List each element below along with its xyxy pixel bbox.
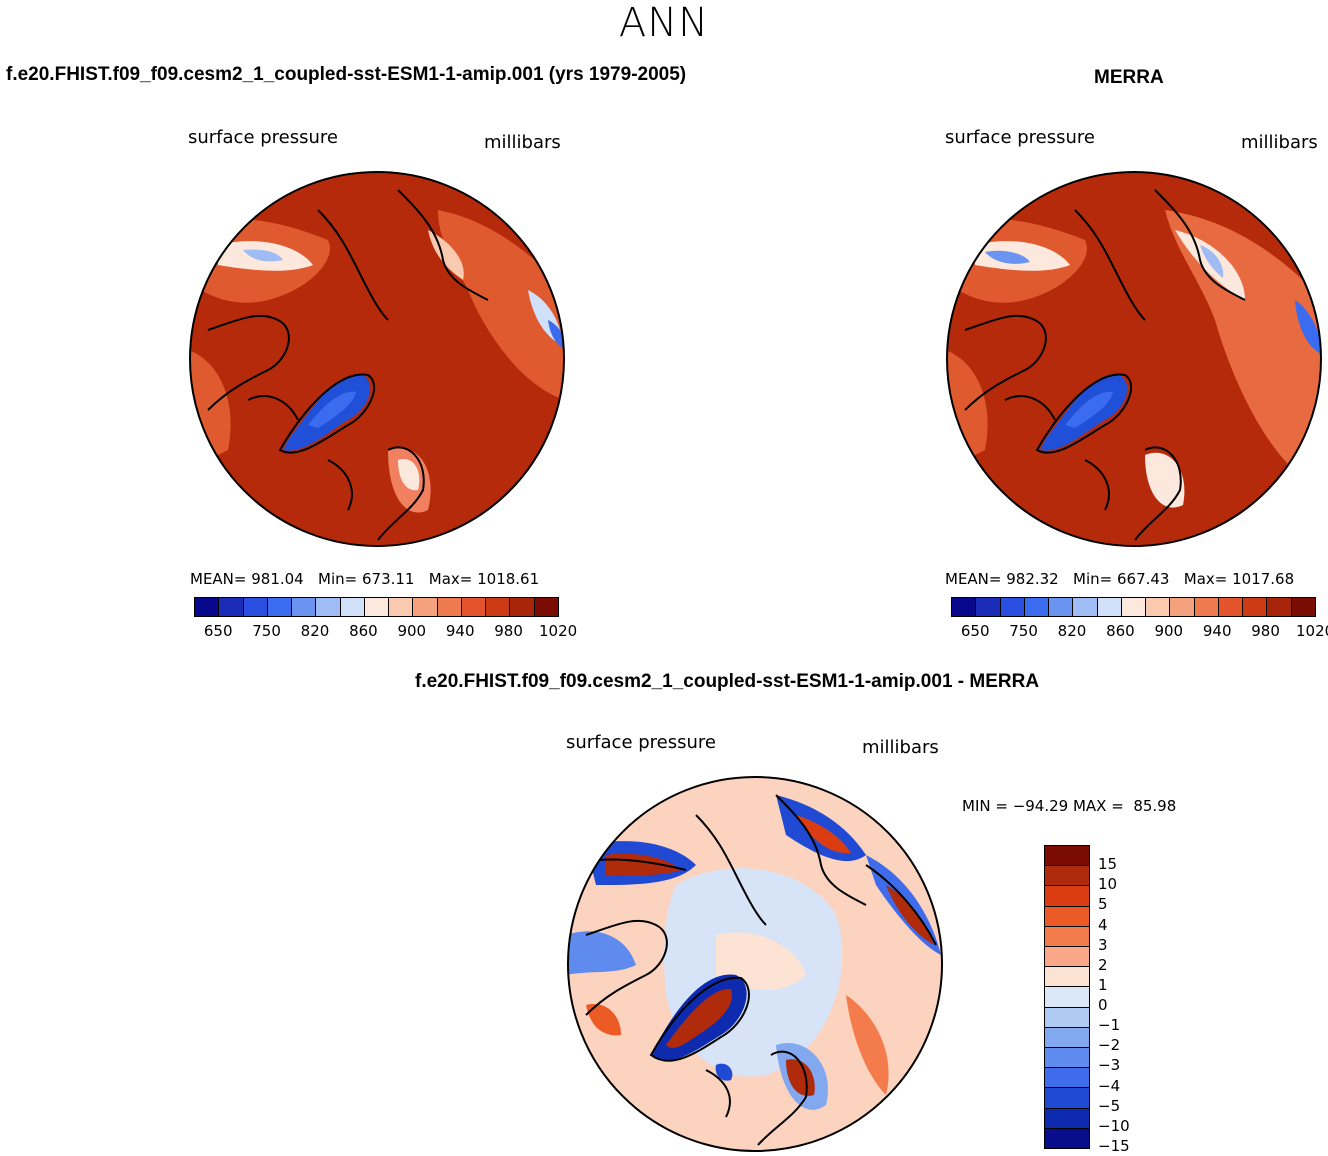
diff-colorbar-tick-label: 3 [1098, 935, 1108, 954]
obs-colorbar-tick-label: 940 [1202, 622, 1232, 640]
diff-colorbar [1044, 845, 1090, 1149]
model-colorbar-swatch [316, 598, 341, 616]
obs-colorbar-swatch [1000, 598, 1025, 616]
diff-colorbar-swatch [1045, 1027, 1089, 1049]
obs-variable-label: surface pressure [945, 127, 1095, 148]
model-colorbar-swatch [364, 598, 390, 616]
model-colorbar-tick-label: 820 [300, 622, 330, 640]
diff-colorbar-swatch [1045, 1108, 1089, 1129]
obs-colorbar-tick-label: 820 [1057, 622, 1087, 640]
diff-colorbar-tick-label: −2 [1098, 1036, 1121, 1055]
diff-colorbar-tick-label: 4 [1098, 915, 1108, 934]
diff-units-label: millibars [862, 737, 939, 758]
diff-colorbar-tick-label: 2 [1098, 955, 1108, 974]
model-colorbar-ticks: 650 750 820 860 900 940 980 1020 [194, 622, 577, 642]
diff-colorbar-swatch [1045, 987, 1089, 1008]
obs-colorbar-swatch [1121, 598, 1147, 616]
obs-colorbar-swatch [1049, 598, 1074, 616]
main-title: ANN [618, 0, 710, 46]
obs-colorbar-swatch [1267, 598, 1292, 616]
obs-units-label: millibars [1241, 132, 1318, 153]
model-colorbar-tick-label: 860 [349, 622, 378, 640]
obs-colorbar-tick-label: 980 [1251, 622, 1280, 640]
diff-variable-label: surface pressure [566, 732, 716, 753]
obs-colorbar [951, 597, 1316, 617]
model-case-title: f.e20.FHIST.f09_f09.cesm2_1_coupled-sst-… [6, 64, 687, 85]
model-polar-map [189, 171, 565, 547]
model-colorbar-tick-label: 900 [397, 622, 427, 640]
diff-polar-map [567, 776, 943, 1152]
model-colorbar-tick-label: 1020 [539, 622, 578, 640]
diff-colorbar-tick-label: −10 [1098, 1116, 1130, 1135]
diff-stats: MIN = −94.29 MAX = 85.98 [962, 797, 1177, 815]
diff-colorbar-swatch [1045, 967, 1089, 988]
model-colorbar-tick-label: 750 [252, 622, 281, 640]
diff-colorbar-tick-label: −1 [1098, 1016, 1121, 1035]
diff-colorbar-swatch [1045, 906, 1089, 927]
model-colorbar-swatch [510, 598, 535, 616]
diff-colorbar-tick-label: 1 [1098, 975, 1108, 994]
diff-colorbar-swatch [1045, 866, 1089, 887]
model-colorbar-swatch [461, 598, 487, 616]
model-colorbar-tick-label: 980 [494, 622, 523, 640]
model-colorbar-swatch [243, 598, 268, 616]
model-variable-label: surface pressure [188, 127, 338, 148]
model-colorbar-swatch [389, 598, 414, 616]
diff-colorbar-swatch [1045, 926, 1089, 948]
diff-colorbar-ticks: 15 10 5 4 3 2 1 0 −1 −2 −3 −4 −5 −10 −15 [1098, 845, 1158, 1155]
diff-colorbar-swatch [1045, 1128, 1089, 1149]
diff-colorbar-swatch [1045, 886, 1089, 907]
diff-colorbar-swatch [1045, 1007, 1089, 1028]
obs-colorbar-tick-label: 1020 [1296, 622, 1328, 640]
obs-polar-map [946, 171, 1322, 547]
model-colorbar-swatch [437, 598, 462, 616]
diff-colorbar-swatch [1045, 1048, 1089, 1069]
model-colorbar-swatch [340, 598, 365, 616]
obs-colorbar-swatch [1170, 598, 1195, 616]
obs-colorbar-swatch [976, 598, 1001, 616]
obs-colorbar-tick-label: 900 [1154, 622, 1184, 640]
obs-colorbar-swatch [1146, 598, 1171, 616]
obs-colorbar-swatch [1097, 598, 1122, 616]
model-colorbar-swatch [486, 598, 511, 616]
diff-colorbar-tick-label: 5 [1098, 895, 1108, 914]
obs-colorbar-ticks: 650 750 820 860 900 940 980 1020 [951, 622, 1328, 642]
diff-colorbar-tick-label: −4 [1098, 1076, 1121, 1095]
obs-colorbar-swatch [952, 598, 977, 616]
model-colorbar-swatch [413, 598, 438, 616]
diff-colorbar-swatch [1045, 1088, 1089, 1109]
model-colorbar-swatch [267, 598, 293, 616]
obs-colorbar-swatch [1243, 598, 1268, 616]
diff-colorbar-swatch [1045, 947, 1089, 968]
obs-colorbar-tick-label: 860 [1106, 622, 1135, 640]
obs-colorbar-swatch [1291, 598, 1315, 616]
diff-case-title: f.e20.FHIST.f09_f09.cesm2_1_coupled-sst-… [415, 671, 1040, 692]
diff-colorbar-tick-label: 15 [1098, 855, 1118, 874]
diff-colorbar-tick-label: −5 [1098, 1096, 1121, 1115]
model-colorbar-swatch [219, 598, 244, 616]
model-colorbar-tick-label: 650 [203, 622, 233, 640]
obs-colorbar-swatch [1073, 598, 1098, 616]
obs-colorbar-tick-label: 750 [1009, 622, 1038, 640]
obs-stats: MEAN= 982.32 Min= 667.43 Max= 1017.68 [945, 570, 1295, 588]
model-colorbar-swatch [292, 598, 317, 616]
model-colorbar-swatch [195, 598, 220, 616]
obs-colorbar-swatch [1218, 598, 1244, 616]
model-colorbar-tick-label: 940 [445, 622, 475, 640]
diff-colorbar-tick-label: 0 [1098, 996, 1108, 1015]
obs-colorbar-swatch [1024, 598, 1050, 616]
diff-colorbar-tick-label: −3 [1098, 1056, 1121, 1075]
diff-colorbar-tick-label: −15 [1098, 1137, 1130, 1155]
model-stats: MEAN= 981.04 Min= 673.11 Max= 1018.61 [190, 570, 540, 588]
obs-case-title: MERRA [1094, 67, 1164, 88]
model-colorbar [194, 597, 559, 617]
diff-colorbar-swatch [1045, 846, 1089, 867]
model-units-label: millibars [484, 132, 561, 153]
obs-colorbar-tick-label: 650 [960, 622, 990, 640]
diff-colorbar-swatch [1045, 1068, 1089, 1089]
diff-colorbar-tick-label: 10 [1098, 875, 1118, 894]
obs-colorbar-swatch [1194, 598, 1219, 616]
model-colorbar-swatch [534, 598, 558, 616]
